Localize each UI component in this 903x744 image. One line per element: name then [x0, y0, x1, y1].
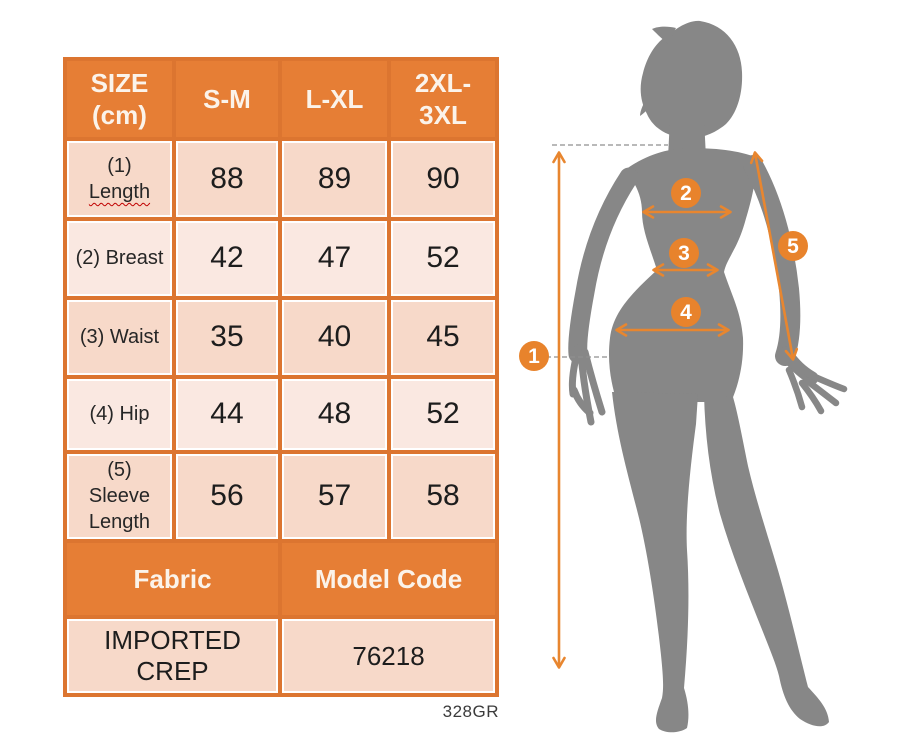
svg-text:1: 1: [528, 345, 540, 368]
svg-text:4: 4: [680, 301, 692, 324]
silhouette-left-hand: [568, 344, 606, 426]
value-hip-l-xl: 48: [282, 379, 387, 450]
model-code-value: 76218: [282, 619, 495, 693]
fabric-header: Fabric: [67, 542, 279, 616]
measure-badge-1: 1: [519, 341, 549, 371]
value-length-s-m: 88: [175, 141, 279, 217]
silhouette-neck: [668, 118, 706, 158]
size-unit-header: SIZE (cm): [67, 61, 172, 138]
row-label-hip: (4) Hip: [67, 379, 172, 450]
svg-text:5: 5: [787, 235, 799, 258]
svg-text:2: 2: [680, 182, 692, 205]
size-table: SIZE (cm) S-M L-XL 2XL-3XL (1) Length 88…: [63, 57, 499, 697]
row-label-length: (1) Length: [67, 141, 172, 217]
measure-badge-3: 3: [669, 238, 699, 268]
value-breast-s-m: 42: [175, 220, 279, 296]
value-breast-2xl-3xl: 52: [391, 220, 495, 296]
fabric-value: IMPORTED CREP: [67, 619, 279, 693]
silhouette-hair-wisp: [640, 95, 654, 116]
length-label-misspelled: Length: [88, 181, 151, 204]
silhouette-hair-tuft: [652, 26, 676, 45]
measure-arrow-sleeve: [749, 151, 799, 361]
model-code-header: Model Code: [282, 542, 495, 616]
value-waist-2xl-3xl: 45: [391, 299, 495, 375]
body-silhouette: [568, 20, 848, 733]
value-hip-s-m: 44: [175, 379, 279, 450]
value-sleeve-s-m: 56: [175, 453, 279, 539]
row-label-sleeve-length: (5) Sleeve Length: [67, 453, 172, 539]
col-header-l-xl: L-XL: [282, 61, 387, 138]
col-header-2xl-3xl: 2XL-3XL: [391, 61, 495, 138]
silhouette-right-leg: [704, 394, 829, 727]
value-length-2xl-3xl: 90: [391, 141, 495, 217]
col-header-s-m: S-M: [175, 61, 279, 138]
value-breast-l-xl: 47: [282, 220, 387, 296]
row-label-waist: (3) Waist: [67, 299, 172, 375]
measure-badge-5: 5: [778, 231, 808, 261]
silhouette-left-leg: [612, 392, 698, 733]
silhouette-right-hand: [785, 366, 848, 415]
value-hip-2xl-3xl: 52: [391, 379, 495, 450]
measure-badge-2: 2: [671, 178, 701, 208]
size-unit-label: SIZE (cm): [90, 67, 149, 131]
silhouette-right-arm: [743, 155, 801, 366]
silhouette-left-arm: [568, 167, 639, 364]
value-waist-s-m: 35: [175, 299, 279, 375]
measure-badge-4: 4: [671, 297, 701, 327]
svg-text:3: 3: [678, 242, 690, 265]
silhouette-hair: [640, 20, 743, 139]
value-sleeve-l-xl: 57: [282, 453, 387, 539]
value-sleeve-2xl-3xl: 58: [391, 453, 495, 539]
product-code: 328GR: [442, 702, 499, 721]
value-waist-l-xl: 40: [282, 299, 387, 375]
row-label-breast: (2) Breast: [67, 220, 172, 296]
value-length-l-xl: 89: [282, 141, 387, 217]
